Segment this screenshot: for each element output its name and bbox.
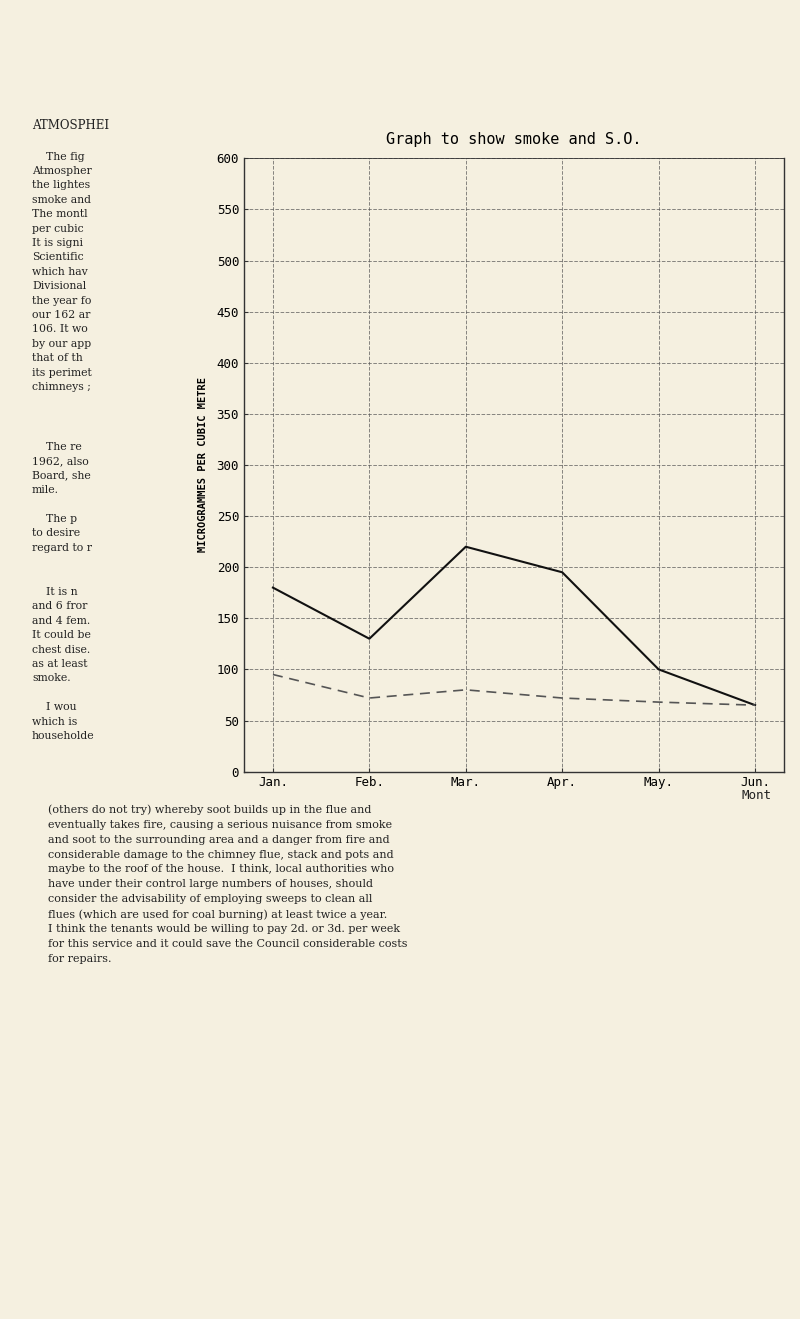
- Text: (others do not try) whereby soot builds up in the flue and
eventually takes fire: (others do not try) whereby soot builds …: [48, 805, 407, 964]
- Y-axis label: MICROGRAMMES PER CUBIC METRE: MICROGRAMMES PER CUBIC METRE: [198, 377, 208, 553]
- Text: The re
1962, also
Board, she
mile.

    The p
to desire
regard to r: The re 1962, also Board, she mile. The p…: [32, 442, 92, 553]
- Text: ATMOSPHEI: ATMOSPHEI: [32, 119, 109, 132]
- Title: Graph to show smoke and S.O.: Graph to show smoke and S.O.: [386, 132, 642, 148]
- Text: Mont: Mont: [742, 789, 772, 802]
- Text: It is n
and 6 fror
and 4 fem.
It could be
chest dise.
as at least
smoke.

    I : It is n and 6 fror and 4 fem. It could b…: [32, 587, 94, 741]
- Text: The fig
Atmospher
the lightes
smoke and
The montl
per cubic
It is signi
Scientif: The fig Atmospher the lightes smoke and …: [32, 152, 92, 392]
